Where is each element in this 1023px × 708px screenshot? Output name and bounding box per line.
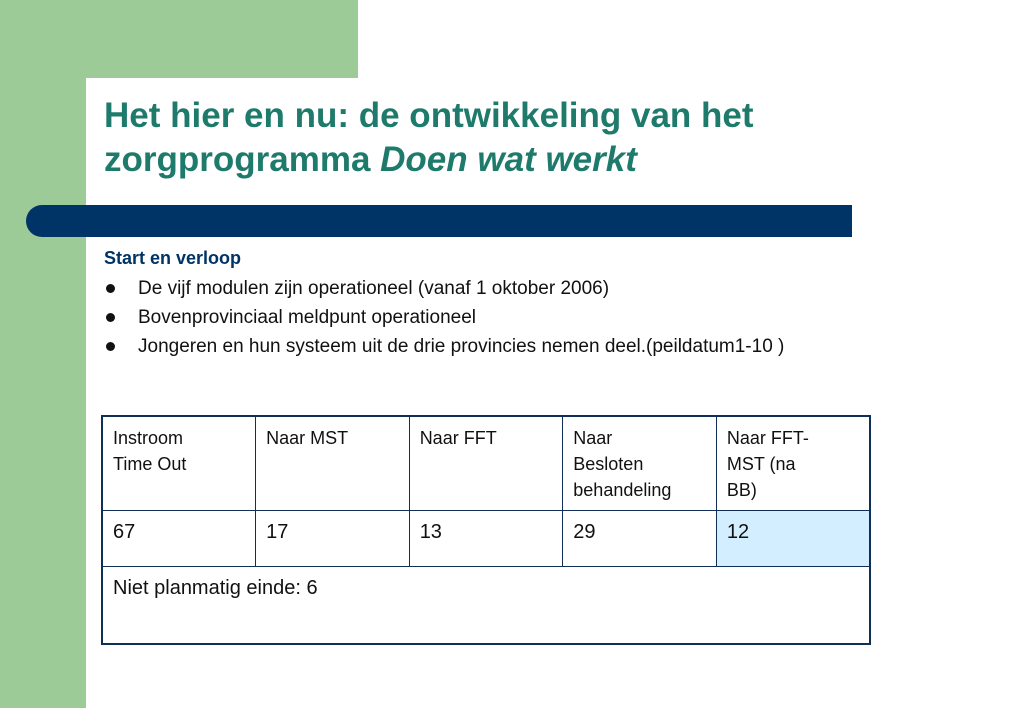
bullet-item: De vijf modulen zijn operationeel (vanaf… [104, 274, 984, 303]
bullet-text: Jongeren en hun systeem uit de drie prov… [138, 336, 785, 357]
section-heading: Start en verloop [104, 248, 242, 268]
bullet-dot-icon [106, 284, 115, 293]
title-line-2: zorgprogramma [104, 140, 381, 179]
value-cell-instroom: 67 [101, 510, 257, 567]
bullet-dot-icon [106, 342, 115, 351]
title-divider-bar [26, 205, 852, 237]
table-row: 67 17 13 29 12 [101, 510, 871, 567]
green-decoration-left [0, 0, 86, 708]
header-cell-fft-mst: Naar FFT- MST (na BB) [715, 415, 871, 511]
bullet-dot-icon [106, 313, 115, 322]
header-cell-besloten: Naar Besloten behandeling [562, 415, 717, 511]
bullet-item: Jongeren en hun systeem uit de drie prov… [104, 332, 984, 361]
header-cell-instroom: Instroom Time Out [101, 415, 257, 511]
value-cell-fft-mst: 12 [715, 510, 871, 567]
title-line-1: Het hier en nu: de ontwikkeling van het [104, 96, 754, 135]
note-cell: Niet planmatig einde: 6 [101, 566, 871, 645]
title-line-2-italic: Doen wat werkt [380, 140, 637, 179]
rounded-corner-decoration [86, 78, 206, 198]
value-cell-mst: 17 [255, 510, 410, 567]
slide-title: Het hier en nu: de ontwikkeling van het … [104, 94, 984, 182]
table-note-row: Niet planmatig einde: 6 [101, 566, 871, 645]
value-cell-besloten: 29 [562, 510, 717, 567]
bullet-item: Bovenprovinciaal meldpunt operationeel [104, 303, 984, 332]
bullet-text: De vijf modulen zijn operationeel (vanaf… [138, 278, 610, 299]
results-table: Instroom Time Out Naar MST Naar FFT Naar… [101, 415, 871, 645]
bullet-list: De vijf modulen zijn operationeel (vanaf… [104, 274, 984, 361]
bullet-text: Bovenprovinciaal meldpunt operationeel [138, 307, 477, 328]
header-cell-fft: Naar FFT [408, 415, 564, 511]
value-cell-fft: 13 [408, 510, 564, 567]
table-header-row: Instroom Time Out Naar MST Naar FFT Naar… [101, 415, 871, 511]
header-cell-mst: Naar MST [255, 415, 410, 511]
